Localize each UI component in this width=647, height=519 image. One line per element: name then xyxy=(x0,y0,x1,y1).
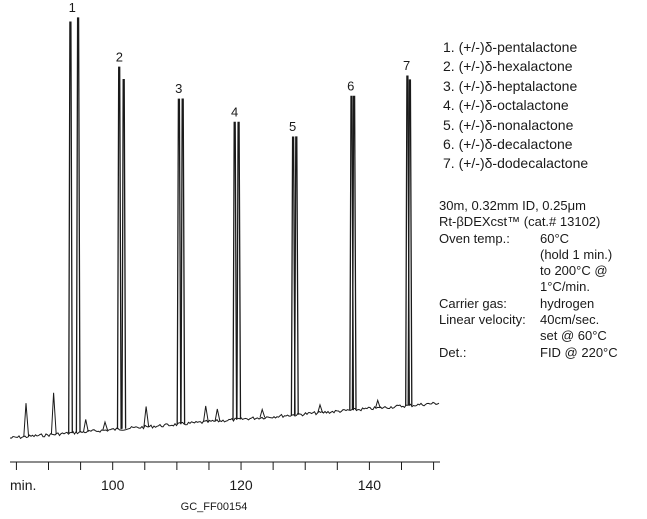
peak xyxy=(176,98,182,425)
peak xyxy=(116,66,122,430)
x-tick-label: 120 xyxy=(229,477,253,493)
condition-row: Det.: FID @ 220°C xyxy=(439,344,618,361)
peak-number-label: 6 xyxy=(347,78,354,93)
condition-value: 1°C/min. xyxy=(540,279,590,295)
peak-number-label: 2 xyxy=(116,49,123,64)
peak xyxy=(236,121,242,420)
x-axis-ticks xyxy=(15,462,435,470)
column-spec: 30m, 0.32mm ID, 0.25μm xyxy=(439,198,586,213)
condition-row: Linear velocity: 40cm/sec. xyxy=(439,312,600,328)
compound-legend: 1. (+/-)δ-pentalactone 2. (+/-)δ-hexalac… xyxy=(443,38,588,174)
minor-peak xyxy=(50,392,57,435)
peak-number-label: 3 xyxy=(175,81,182,96)
x-tick-label: 140 xyxy=(358,477,382,493)
peak-number-label: 4 xyxy=(231,104,238,119)
peak xyxy=(290,136,296,416)
legend-item: 3. (+/-)δ-heptalactone xyxy=(443,77,578,94)
condition-row: (hold 1 min.) xyxy=(439,247,612,263)
chromatogram-trace-group xyxy=(9,17,440,440)
condition-label: Oven temp.: xyxy=(439,230,510,246)
condition-label: Det.: xyxy=(439,344,467,360)
condition-row: set @ 60°C xyxy=(439,328,607,344)
legend-item: 1. (+/-)δ-pentalactone xyxy=(443,39,578,55)
figure-code: GC_FF00154 xyxy=(181,501,248,513)
legend-item: 4. (+/-)δ-octalactone xyxy=(443,97,569,114)
minor-peak xyxy=(317,403,324,413)
condition-value: set @ 60°C xyxy=(540,328,607,344)
peak xyxy=(351,95,357,411)
condition-row: Carrier gas: hydrogen xyxy=(439,296,600,312)
peak-number-labels: 1 2 3 4 5 6 7 xyxy=(69,0,411,134)
minor-peak xyxy=(375,398,381,409)
x-axis: min. 100 120 140 xyxy=(10,461,440,493)
peak xyxy=(75,17,81,433)
minor-peak xyxy=(102,420,109,431)
peak xyxy=(68,21,73,434)
minor-peak xyxy=(23,403,30,437)
legend-item: 6. (+/-)δ-decalactone xyxy=(443,136,573,153)
condition-row: Oven temp.: 60°C xyxy=(439,231,600,247)
peak-number-label: 5 xyxy=(289,119,296,134)
condition-value: (hold 1 min.) xyxy=(540,246,613,262)
analysis-conditions: 30m, 0.32mm ID, 0.25μm Rt-βDEXcst™ (cat.… xyxy=(439,198,618,361)
peak xyxy=(407,79,413,406)
condition-value: 40cm/sec. xyxy=(540,312,600,328)
legend-item: 2. (+/-)δ-hexalactone xyxy=(443,58,573,75)
minor-peak xyxy=(143,406,150,427)
legend-item: 7. (+/-)δ-dodecalactone xyxy=(443,155,589,172)
minor-peak xyxy=(83,419,89,432)
condition-value: FID @ 220°C xyxy=(540,344,618,360)
condition-value: to 200°C @ xyxy=(540,263,608,279)
peak xyxy=(232,121,238,420)
x-tick-label: 100 xyxy=(101,477,125,493)
peak xyxy=(180,98,186,424)
condition-label: Carrier gas: xyxy=(439,295,507,311)
peak xyxy=(121,78,127,429)
x-axis-tick-labels: 100 120 140 xyxy=(101,477,381,493)
peak-number-label: 1 xyxy=(69,0,76,15)
condition-value: hydrogen xyxy=(540,295,595,311)
condition-value: 60°C xyxy=(540,230,570,246)
condition-row: 1°C/min. xyxy=(439,279,600,295)
peak xyxy=(293,136,299,415)
minor-peak xyxy=(203,405,209,423)
peak-number-label: 7 xyxy=(403,58,410,73)
baseline-trace xyxy=(9,401,440,440)
minor-peak xyxy=(259,407,266,418)
minor-peak xyxy=(214,408,221,422)
condition-label: Linear velocity: xyxy=(439,312,526,328)
phase-spec: Rt-βDEXcst™ (cat.# 13102) xyxy=(439,214,601,230)
x-axis-unit-label: min. xyxy=(10,477,36,493)
legend-item: 5. (+/-)δ-nonalactone xyxy=(443,116,574,133)
condition-row: to 200°C @ xyxy=(439,263,608,279)
